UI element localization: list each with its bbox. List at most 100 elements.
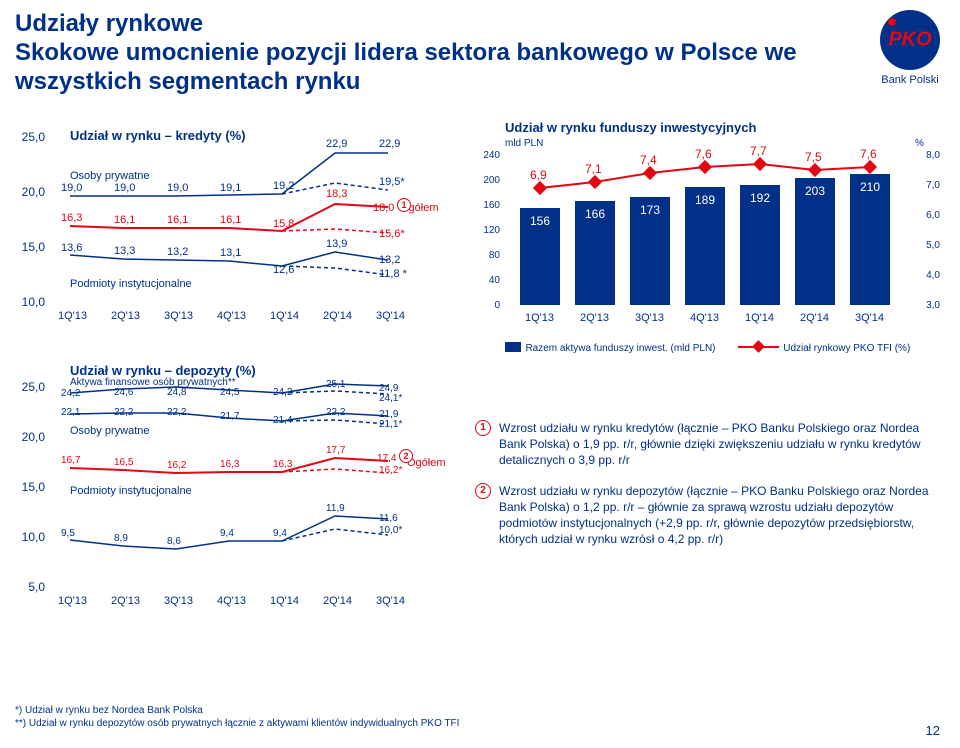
val: 16,2 [167, 460, 186, 471]
x-tick: 3Q'14 [847, 312, 892, 324]
y-tick-r: 6,0 [910, 210, 940, 221]
note-2: 2 Wzrost udziału w rynku depozytów (łącz… [475, 483, 945, 548]
val: 16,7 [61, 455, 80, 466]
val: 12,6 [273, 264, 294, 276]
x-tick: 1Q'14 [737, 312, 782, 324]
y-tick-r: 5,0 [910, 240, 940, 251]
val: 11,6 [379, 513, 398, 524]
chart-deposits: Udział w rynku – depozyty (%) 25,0 20,0 … [15, 365, 445, 625]
logo-dot-icon [888, 18, 896, 26]
x-tick: 2Q'13 [572, 312, 617, 324]
val: 21,4 [273, 415, 292, 426]
val: 19,0 [114, 182, 135, 194]
val: 13,6 [61, 242, 82, 254]
x-tick: 1Q'13 [50, 310, 95, 322]
val: 13,2 [379, 254, 400, 266]
x-tick: 2Q'14 [792, 312, 837, 324]
val: 18,0 [373, 202, 394, 214]
val: 16,1 [220, 214, 241, 226]
note-1: 1 Wzrost udziału w rynku kredytów (łączn… [475, 420, 945, 469]
val: 16,1 [114, 214, 135, 226]
osoby-label: Osoby prywatne [70, 425, 149, 437]
diamond-label: 6,9 [530, 168, 547, 182]
val: 9,4 [273, 528, 287, 539]
val: 16,2* [379, 465, 402, 476]
val: 21,1* [379, 419, 402, 430]
val: 22,9 [326, 138, 347, 150]
y-tick: 40 [475, 275, 500, 286]
val: 9,5 [61, 528, 75, 539]
val: 17,4 [377, 453, 396, 464]
val: 19,1 [220, 182, 241, 194]
x-tick: 3Q'14 [368, 310, 413, 322]
val: 19,0 [167, 182, 188, 194]
x-tick: 2Q'13 [103, 595, 148, 607]
title-line1: Udziały rynkowe [15, 10, 203, 37]
footnote-1: *) Udział w rynku bez Nordea Bank Polska [15, 704, 815, 717]
val: 21,7 [220, 411, 239, 422]
val: 8,6 [167, 536, 181, 547]
val: 24,5 [220, 387, 239, 398]
val: 19,2 [273, 180, 294, 192]
logo-circle: PKO [880, 10, 940, 70]
page-number: 12 [926, 723, 940, 738]
val: 24,2 [61, 388, 80, 399]
podmioty-label: Podmioty instytucjonalne [70, 485, 192, 497]
val: 8,9 [114, 533, 128, 544]
y-tick-r: 4,0 [910, 270, 940, 281]
x-tick: 1Q'14 [262, 595, 307, 607]
x-tick: 1Q'13 [50, 595, 95, 607]
val: 15,6* [379, 228, 405, 240]
x-tick: 3Q'14 [368, 595, 413, 607]
note-ref-1: 1 [397, 198, 411, 212]
y-tick: 0 [475, 300, 500, 311]
val: 19,0 [61, 182, 82, 194]
page-header: Udziały rynkowe Skokowe umocnienie pozyc… [15, 10, 815, 96]
val: 16,3 [61, 212, 82, 224]
legend-diamond-icon [752, 340, 765, 353]
val: 10,0* [379, 525, 402, 536]
page-title: Udziały rynkowe Skokowe umocnienie pozyc… [15, 10, 815, 96]
x-tick: 4Q'13 [209, 595, 254, 607]
val: 22,2 [167, 407, 186, 418]
y-tick: 240 [475, 150, 500, 161]
pko-logo: PKO Bank Polski [880, 10, 940, 86]
x-tick: 2Q'14 [315, 310, 360, 322]
logo-sub: Bank Polski [880, 74, 940, 86]
y-tick: 200 [475, 175, 500, 186]
legend1-text: Razem aktywa funduszy inwest. (mld PLN) [525, 343, 715, 354]
x-tick: 2Q'13 [103, 310, 148, 322]
x-tick: 1Q'14 [262, 310, 307, 322]
note-num-2: 2 [475, 483, 491, 499]
val: 15,8 [273, 218, 294, 230]
val: 18,3 [326, 188, 347, 200]
ogolem-label: Ogółem [407, 457, 446, 469]
title-line2: Skokowe umocnienie pozycji lidera sektor… [15, 39, 797, 95]
note-ref-2: 2 [399, 449, 413, 463]
legend2-text: Udział rynkowy PKO TFI (%) [783, 343, 910, 354]
chart3-legend: Razem aktywa funduszy inwest. (mld PLN) … [505, 338, 910, 356]
footnote-2: **) Udział w rynku depozytów osób prywat… [15, 717, 815, 730]
aktywa-label: Aktywa finansowe osób prywatnych** [70, 377, 236, 388]
x-tick: 1Q'13 [517, 312, 562, 324]
diamond-label: 7,6 [695, 147, 712, 161]
val: 13,2 [167, 246, 188, 258]
x-tick: 3Q'13 [156, 595, 201, 607]
podmioty-label: Podmioty instytucjonalne [70, 278, 192, 290]
y-tick: 80 [475, 250, 500, 261]
note-num-1: 1 [475, 420, 491, 436]
note-text-2: Wzrost udziału w rynku depozytów (łączni… [499, 483, 945, 548]
footnotes: *) Udział w rynku bez Nordea Bank Polska… [15, 704, 815, 730]
chart-credits: Udział w rynku – kredyty (%) 25,0 20,0 1… [15, 130, 445, 350]
val: 24,1* [379, 393, 402, 404]
x-tick: 2Q'14 [315, 595, 360, 607]
val: 19,5* [379, 176, 405, 188]
val: 24,2 [273, 387, 292, 398]
val: 16,1 [167, 214, 188, 226]
legend-bar-icon [505, 342, 521, 352]
y-tick: 120 [475, 225, 500, 236]
val: 13,1 [220, 247, 241, 259]
y-tick: 160 [475, 200, 500, 211]
val: 24,6 [114, 387, 133, 398]
val: 22,2 [326, 407, 345, 418]
